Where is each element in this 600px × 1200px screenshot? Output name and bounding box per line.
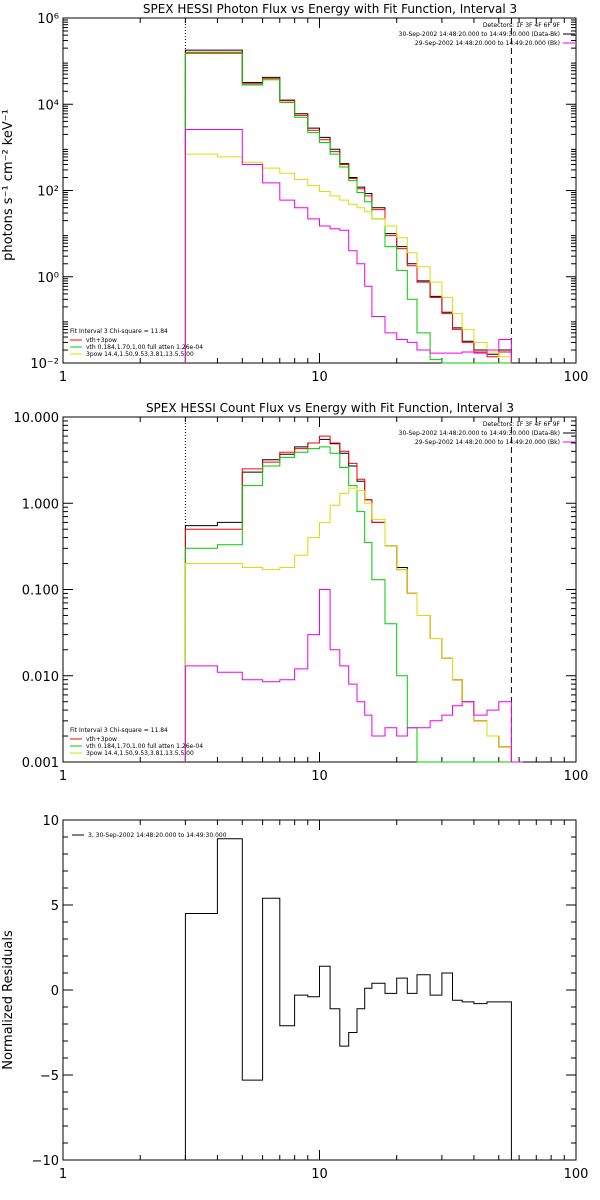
y-tick-label: 10⁰: [37, 271, 59, 286]
legend-3pow: 3pow 14.4,1.50,9.53,3.81,13.5,5.00: [86, 351, 194, 358]
residuals-panel: Normalized Residuals 1 10 100 −10 −5 0 5 10 3, …: [1, 814, 588, 1182]
photon-flux-ylabel: photons s⁻¹ cm⁻² keV⁻¹: [1, 109, 16, 261]
legend-vth3pow: vth+3pow: [86, 337, 117, 344]
legend-vth: vth 0.184,1.70,1.00 full atten 1.26e-04: [86, 743, 203, 750]
photon-flux-series: [184, 18, 512, 364]
y-tick-label: 10: [42, 814, 59, 829]
legend-bk-interval: 29-Sep-2002 14:48:20.000 to 14:49:20.000…: [415, 40, 560, 47]
photon-flux-title: SPEX HESSI Photon Flux vs Energy with Fi…: [143, 2, 517, 16]
legend-vth: vth 0.184,1.70,1.00 full atten 1.26e-04: [86, 344, 203, 351]
y-tick-label: −5: [40, 1069, 59, 1084]
x-tick-label: 10: [311, 769, 328, 784]
y-tick-label: 10⁴: [37, 98, 59, 113]
legend-detectors: Detectors: 1F 3F 4F 6F 9F: [483, 22, 561, 29]
x-tick-label: 100: [564, 1167, 589, 1182]
legend-fit-interval: Fit Interval 3 Chi-square = 11.84: [70, 727, 168, 734]
y-tick-label: −10: [32, 1154, 59, 1169]
photon-flux-legend-top: Detectors: 1F 3F 4F 6F 9F 30-Sep-2002 14…: [399, 22, 575, 47]
photon-flux-ticks: 1 10 100 10⁻² 10⁰ 10² 10⁴ 10⁶: [30, 12, 588, 385]
series-line: [184, 51, 512, 363]
legend-detectors: Detectors: 1F 3F 4F 6F 9F: [483, 421, 561, 428]
legend-vth3pow: vth+3pow: [86, 736, 117, 743]
y-tick-label: 10²: [37, 185, 59, 200]
legend-residual-interval: 3, 30-Sep-2002 14:48:20.000 to 14:49:30.…: [88, 832, 227, 839]
residuals-ylabel: Normalized Residuals: [1, 930, 16, 1070]
y-tick-label: 0.001: [22, 756, 59, 771]
x-tick-label: 10: [311, 370, 328, 385]
count-flux-panel: SPEX HESSI Count Flux vs Energy with Fit…: [14, 401, 589, 784]
legend-data-interval: 30-Sep-2002 14:48:20.000 to 14:49:30.000…: [399, 430, 560, 437]
y-tick-label: 10⁶: [37, 12, 59, 27]
count-flux-title: SPEX HESSI Count Flux vs Energy with Fit…: [146, 401, 514, 415]
count-flux-ticks: 1 10 100 0.001 0.010 0.100 1.000 10.000: [14, 411, 589, 784]
y-tick-label: 0.100: [22, 584, 59, 599]
series-line: [184, 838, 512, 1160]
residuals-ticks: 1 10 100 −10 −5 0 5 10: [32, 814, 589, 1182]
y-tick-label: 0: [51, 984, 59, 999]
legend-fit-interval: Fit Interval 3 Chi-square = 11.84: [70, 328, 168, 335]
residuals-legend-top: 3, 30-Sep-2002 14:48:20.000 to 14:49:30.…: [72, 832, 227, 839]
x-tick-label: 1: [59, 1167, 67, 1182]
x-tick-label: 100: [564, 769, 589, 784]
y-tick-label: 10.000: [14, 411, 60, 426]
series-line: [184, 129, 512, 363]
series-line: [184, 446, 523, 763]
count-flux-legend-top: Detectors: 1F 3F 4F 6F 9F 30-Sep-2002 14…: [399, 421, 575, 446]
series-line: [184, 435, 523, 763]
series-line: [184, 153, 512, 363]
y-tick-label: 10⁻²: [30, 357, 59, 372]
count-flux-legend-bottom: Fit Interval 3 Chi-square = 11.84 vth+3p…: [70, 727, 203, 757]
x-tick-label: 10: [311, 1167, 328, 1182]
legend-bk-interval: 29-Sep-2002 14:48:20.000 to 14:49:20.000…: [415, 439, 560, 446]
y-tick-label: 0.010: [22, 670, 59, 685]
photon-flux-legend-bottom: Fit Interval 3 Chi-square = 11.84 vth+3p…: [70, 328, 203, 358]
legend-3pow: 3pow 14.4,1.50,9.53,3.81,13.5,5.00: [86, 750, 194, 757]
x-tick-label: 100: [564, 370, 589, 385]
count-flux-series: [184, 417, 523, 763]
series-line: [184, 53, 512, 364]
x-tick-label: 1: [59, 370, 67, 385]
residuals-series: [184, 838, 512, 1160]
y-tick-label: 5: [51, 899, 59, 914]
y-tick-label: 1.000: [22, 497, 59, 512]
x-tick-label: 1: [59, 769, 67, 784]
photon-flux-panel: SPEX HESSI Photon Flux vs Energy with Fi…: [1, 2, 588, 385]
series-line: [184, 589, 523, 763]
legend-data-interval: 30-Sep-2002 14:48:20.000 to 14:49:30.000…: [399, 31, 560, 38]
